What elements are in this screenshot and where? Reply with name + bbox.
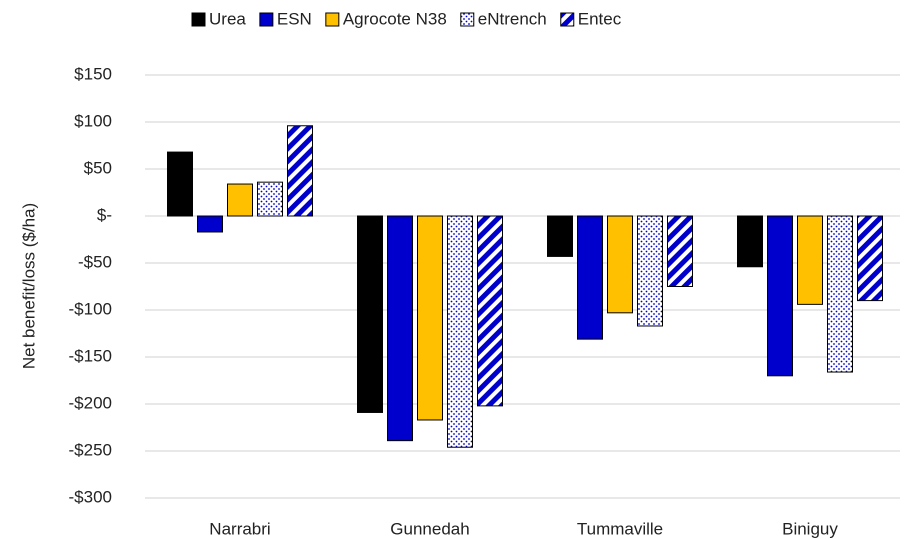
y-axis-label: Net benefit/loss ($/ha) xyxy=(19,203,38,369)
legend-label: ESN xyxy=(277,9,312,28)
bar xyxy=(287,125,313,217)
bar xyxy=(257,181,283,217)
bar xyxy=(827,215,853,373)
legend-swatch xyxy=(191,12,206,27)
y-tick-label: $100 xyxy=(74,111,112,130)
y-tick-label: -$50 xyxy=(78,252,112,271)
bar xyxy=(357,215,383,413)
y-tick-label: -$250 xyxy=(69,440,112,459)
y-tick-label: -$200 xyxy=(69,393,112,412)
x-tick-label: Tummaville xyxy=(577,519,663,538)
legend-label: Agrocote N38 xyxy=(343,9,447,28)
bar xyxy=(227,183,253,217)
y-tick-label: -$100 xyxy=(69,299,112,318)
x-tick-label: Gunnedah xyxy=(390,519,469,538)
bar xyxy=(387,215,413,442)
x-tick-label: Biniguy xyxy=(782,519,838,538)
legend-label: Entec xyxy=(578,9,622,28)
legend-swatch xyxy=(560,12,575,27)
legend-label: eNtrench xyxy=(478,9,547,28)
bar xyxy=(477,215,503,407)
bar xyxy=(767,215,793,377)
y-tick-label: $50 xyxy=(84,158,112,177)
bar xyxy=(447,215,473,448)
bar xyxy=(797,215,823,305)
bar xyxy=(607,215,633,314)
y-tick-label: $- xyxy=(97,205,112,224)
bar xyxy=(547,215,573,257)
legend-swatch xyxy=(259,12,274,27)
y-tick-label: $150 xyxy=(74,64,112,83)
bar xyxy=(667,215,693,287)
x-tick-label: Narrabri xyxy=(209,519,270,538)
bar xyxy=(857,215,883,302)
y-tick-label: -$150 xyxy=(69,346,112,365)
bar xyxy=(737,215,763,268)
bar xyxy=(577,215,603,340)
legend-swatch xyxy=(325,12,340,27)
bar xyxy=(637,215,663,327)
bar xyxy=(197,215,223,233)
legend-label: Urea xyxy=(209,9,246,28)
bar xyxy=(417,215,443,421)
bar xyxy=(167,151,193,217)
legend-swatch xyxy=(460,12,475,27)
y-tick-label: -$300 xyxy=(69,487,112,506)
